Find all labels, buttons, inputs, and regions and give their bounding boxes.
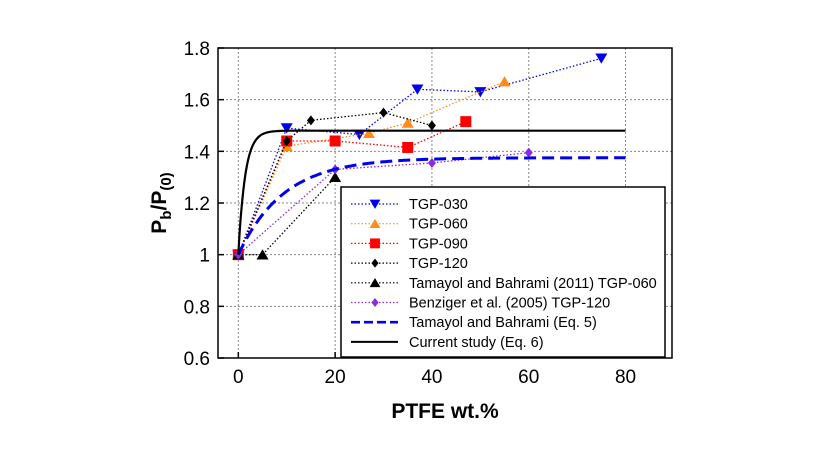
legend: TGP-030 TGP-060 TGP-090 TGP-120 Tamayol and … xyxy=(340,186,666,358)
y-tick-label: 0.6 xyxy=(184,349,210,370)
x-tick-label: 0 xyxy=(233,367,244,388)
legend-entry-3: TGP-120 xyxy=(351,256,468,272)
fit-curve xyxy=(236,156,626,256)
data-point xyxy=(353,129,366,140)
data-point xyxy=(460,116,472,128)
data-point xyxy=(474,87,487,98)
series-line xyxy=(238,176,336,256)
series-6 xyxy=(236,156,626,256)
y-tick-label: 1.6 xyxy=(184,91,210,112)
data-point xyxy=(427,120,436,131)
series-5 xyxy=(234,147,533,260)
legend-entry-2: TGP-090 xyxy=(351,236,468,252)
legend-marker xyxy=(369,199,381,209)
legend-entry-1: TGP-060 xyxy=(351,217,468,233)
y-axis-label: Pb/P(0) xyxy=(148,172,175,233)
legend-entry-5: Benziger et al. (2005) TGP-120 xyxy=(351,296,610,312)
legend-entry-7: Current study (Eq. 6) xyxy=(351,335,544,351)
legend-entry-6: Tamayol and Bahrami (Eq. 5) xyxy=(351,315,597,331)
data-point xyxy=(524,147,533,158)
series-line xyxy=(237,151,529,256)
legend-marker xyxy=(369,218,381,229)
data-point xyxy=(329,135,341,147)
legend-label: TGP-060 xyxy=(409,217,468,233)
data-point xyxy=(329,171,342,182)
legend-label: TGP-090 xyxy=(409,236,468,252)
series-line xyxy=(237,57,602,255)
legend-label: TGP-030 xyxy=(409,197,468,213)
data-point xyxy=(256,249,269,260)
data-point xyxy=(427,157,436,168)
legend-entry-0: TGP-030 xyxy=(351,197,468,213)
data-point xyxy=(401,117,414,128)
y-tick-label: 1.8 xyxy=(184,39,210,60)
series-4 xyxy=(232,171,342,260)
legend-label: Tamayol and Bahrami (Eq. 5) xyxy=(409,315,597,331)
data-point xyxy=(402,141,414,153)
x-tick-label: 20 xyxy=(325,367,346,388)
series-layer xyxy=(232,53,626,261)
data-point xyxy=(280,123,293,134)
series-7 xyxy=(237,129,626,255)
legend-label: TGP-120 xyxy=(409,256,468,272)
data-point xyxy=(306,115,315,126)
x-tick-label: 80 xyxy=(615,367,636,388)
x-tick-label: 40 xyxy=(421,367,442,388)
y-tick-label: 1.4 xyxy=(184,142,211,163)
data-point xyxy=(379,107,388,118)
x-axis-label: PTFE wt.% xyxy=(391,400,499,423)
legend-box xyxy=(340,186,666,358)
data-point xyxy=(411,84,424,95)
ticks: 0 20 40 60 80 0.6 0.8 1 1.2 1.4 1.6 1.8 xyxy=(184,39,637,388)
legend-marker xyxy=(371,258,379,268)
legend-label: Tamayol and Bahrami (2011) TGP-060 xyxy=(409,276,657,292)
y-tick-label: 1.2 xyxy=(184,194,210,215)
series-line xyxy=(237,80,505,255)
data-point xyxy=(498,76,511,87)
data-point xyxy=(282,136,291,146)
legend-label: Benziger et al. (2005) TGP-120 xyxy=(409,296,610,312)
legend-marker xyxy=(371,298,379,307)
x-tick-label: 60 xyxy=(518,367,539,388)
legend-marker xyxy=(369,277,381,288)
fit-curve xyxy=(237,129,626,255)
legend-label: Current study (Eq. 6) xyxy=(409,335,544,351)
legend-marker xyxy=(370,238,380,249)
y-tick-label: 0.8 xyxy=(184,297,210,318)
y-tick-label: 1 xyxy=(199,246,210,267)
data-point xyxy=(363,127,376,139)
legend-entry-4: Tamayol and Bahrami (2011) TGP-060 xyxy=(351,276,657,292)
data-point xyxy=(595,53,608,64)
